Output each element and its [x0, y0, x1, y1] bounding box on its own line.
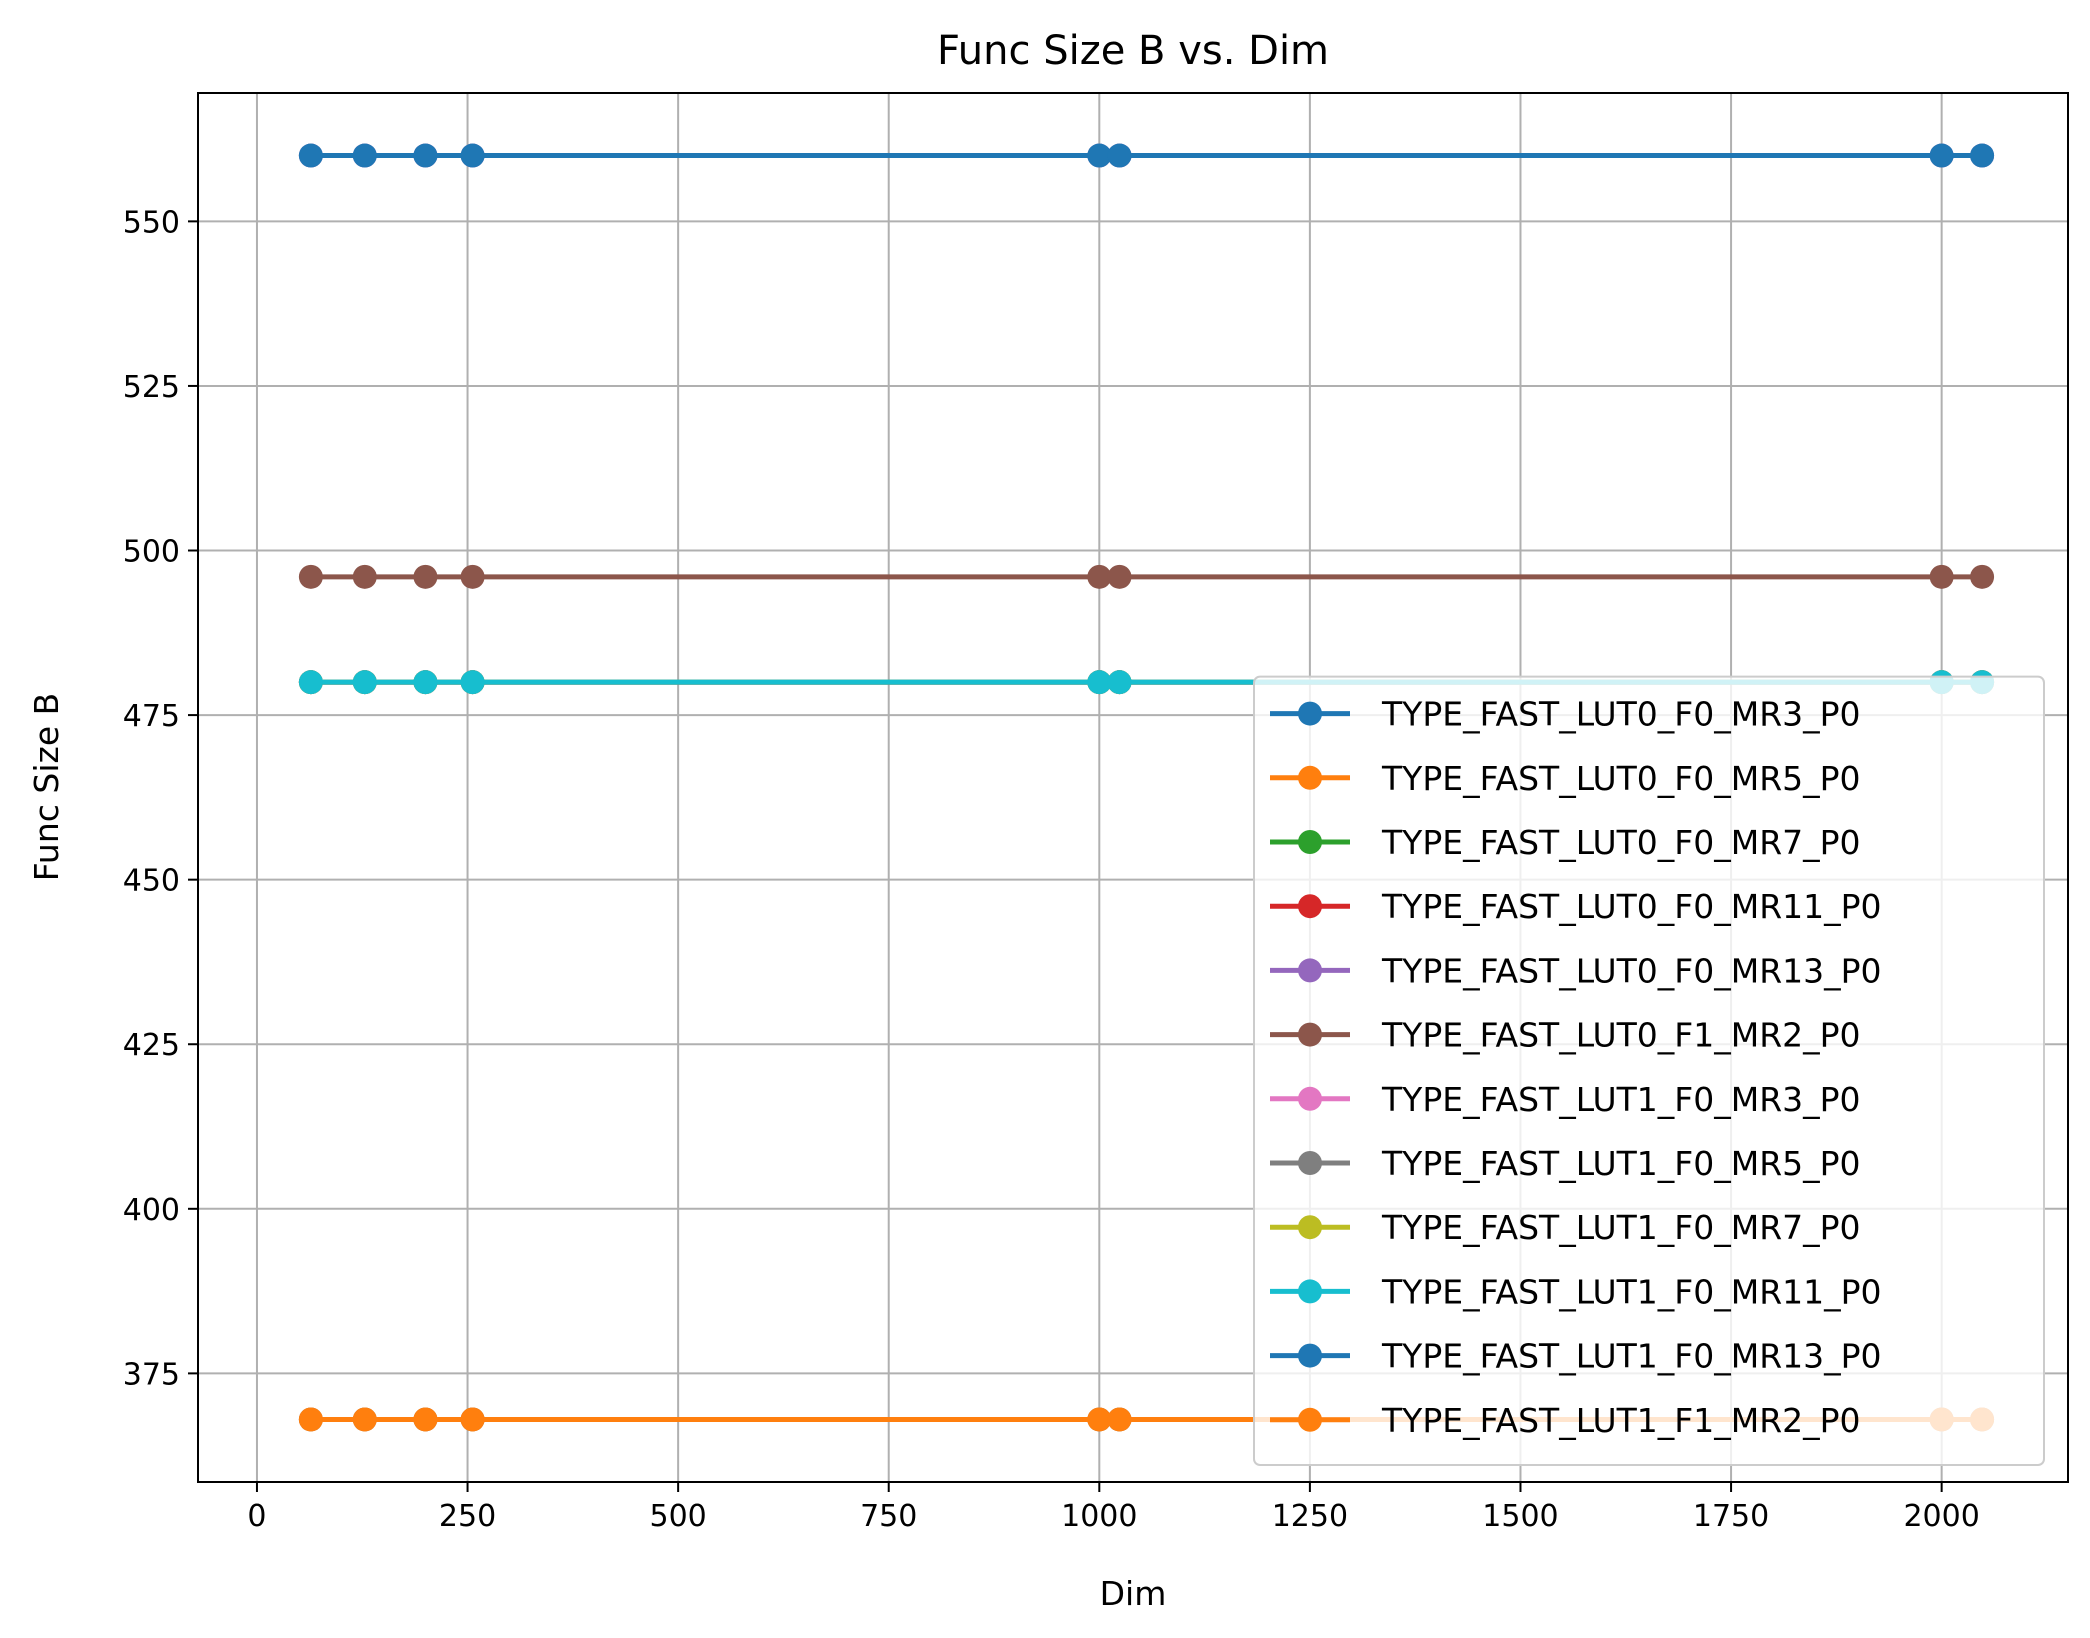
legend-item: TYPE_FAST_LUT1_F0_MR3_P0	[1270, 1080, 1861, 1119]
legend-marker	[1298, 830, 1322, 854]
legend-item: TYPE_FAST_LUT0_F0_MR13_P0	[1270, 951, 1882, 990]
x-tick-label: 1000	[1061, 1499, 1137, 1534]
legend-marker	[1298, 1407, 1322, 1432]
y-tick-label: 475	[123, 699, 180, 734]
data-point	[1970, 143, 1995, 168]
data-point	[460, 1407, 485, 1432]
data-point	[1087, 143, 1112, 168]
legend-marker	[1298, 894, 1322, 919]
legend-label: TYPE_FAST_LUT0_F1_MR2_P0	[1381, 1016, 1861, 1055]
legend-marker	[1298, 1279, 1322, 1304]
data-point	[352, 564, 377, 589]
legend-box	[1253, 675, 2045, 1466]
data-point	[1929, 143, 1954, 168]
data-point	[1929, 564, 1954, 589]
data-point	[298, 564, 323, 589]
legend-label: TYPE_FAST_LUT1_F0_MR5_P0	[1381, 1144, 1861, 1183]
y-axis-title: Func Size B	[27, 693, 66, 882]
data-point	[1107, 564, 1132, 589]
x-tick-label: 1500	[1482, 1499, 1558, 1534]
data-point	[352, 670, 377, 695]
data-point	[352, 1407, 377, 1432]
legend-label: TYPE_FAST_LUT1_F0_MR13_P0	[1381, 1337, 1882, 1376]
legend-label: TYPE_FAST_LUT1_F1_MR2_P0	[1381, 1401, 1861, 1440]
y-tick-label: 400	[123, 1193, 180, 1228]
plot-frame	[197, 92, 2069, 1483]
x-tick-label: 750	[860, 1499, 917, 1534]
legend-item: TYPE_FAST_LUT0_F0_MR7_P0	[1270, 823, 1861, 862]
legend-item: TYPE_FAST_LUT1_F0_MR13_P0	[1270, 1337, 1882, 1376]
legend-item: TYPE_FAST_LUT0_F0_MR3_P0	[1270, 695, 1861, 734]
legend-label: TYPE_FAST_LUT0_F0_MR5_P0	[1381, 759, 1861, 798]
data-point	[460, 143, 485, 168]
x-tick-label: 1250	[1272, 1499, 1348, 1534]
legend-label: TYPE_FAST_LUT0_F0_MR11_P0	[1381, 887, 1882, 926]
data-point	[352, 143, 377, 168]
data-point	[413, 564, 438, 589]
data-point	[298, 1407, 323, 1432]
y-tick-label: 375	[123, 1357, 180, 1392]
series-TYPE_FAST_LUT0_F1_MR2_P0	[298, 564, 1995, 589]
legend-item: TYPE_FAST_LUT1_F0_MR11_P0	[1270, 1272, 1882, 1311]
legend-item: TYPE_FAST_LUT0_F0_MR11_P0	[1270, 887, 1882, 926]
legend-label: TYPE_FAST_LUT1_F0_MR11_P0	[1381, 1272, 1882, 1311]
axis-ticks: 0 250 500 750 1000 1250 1500 1750 2000 375 400 425 4…	[123, 205, 1980, 1534]
data-point	[460, 564, 485, 589]
y-tick-label: 525	[123, 370, 180, 405]
y-tick-label: 500	[123, 535, 180, 570]
data-point	[413, 143, 438, 168]
legend-label: TYPE_FAST_LUT0_F0_MR3_P0	[1381, 695, 1861, 734]
x-axis-title: Dim	[1100, 1574, 1167, 1613]
data-point	[460, 670, 485, 695]
legend-label: TYPE_FAST_LUT0_F0_MR13_P0	[1381, 951, 1882, 990]
legend-label: TYPE_FAST_LUT1_F0_MR7_P0	[1381, 1208, 1861, 1247]
legend-marker	[1298, 1086, 1322, 1111]
legend-marker	[1298, 1022, 1322, 1047]
legend-item: TYPE_FAST_LUT1_F1_MR2_P0	[1270, 1401, 1861, 1440]
chart-title: Func Size B vs. Dim	[937, 28, 1329, 74]
data-point	[413, 670, 438, 695]
x-tick-label: 500	[650, 1499, 707, 1534]
legend-marker	[1298, 1215, 1322, 1240]
legend-marker	[1298, 701, 1322, 726]
legend-marker	[1298, 958, 1322, 983]
x-tick-label: 2000	[1903, 1499, 1979, 1534]
y-tick-label: 550	[123, 205, 180, 240]
data-point	[298, 143, 323, 168]
y-tick-label: 450	[123, 864, 180, 899]
data-point	[1087, 1407, 1112, 1432]
legend-item: TYPE_FAST_LUT0_F1_MR2_P0	[1270, 1016, 1861, 1055]
legend-item: TYPE_FAST_LUT0_F0_MR5_P0	[1270, 759, 1861, 798]
data-point	[1087, 564, 1112, 589]
x-tick-label: 250	[439, 1499, 496, 1534]
legend-marker	[1298, 1151, 1322, 1175]
data-point	[1107, 1407, 1132, 1432]
data-point	[413, 1407, 438, 1432]
data-point	[1107, 143, 1132, 168]
data-point	[1087, 670, 1112, 695]
data-point	[298, 670, 323, 695]
legend: TYPE_FAST_LUT0_F0_MR3_P0 TYPE_FAST_LUT0_F…	[1253, 675, 2045, 1466]
legend-item: TYPE_FAST_LUT1_F0_MR7_P0	[1270, 1208, 1861, 1247]
legend-marker	[1298, 1343, 1322, 1368]
series-TYPE_FAST_LUT1_F0_MR13_P0	[298, 143, 1995, 168]
legend-label: TYPE_FAST_LUT0_F0_MR7_P0	[1381, 823, 1861, 862]
x-tick-label: 0	[247, 1499, 266, 1534]
data-point	[1107, 670, 1132, 695]
legend-item: TYPE_FAST_LUT1_F0_MR5_P0	[1270, 1144, 1861, 1183]
x-tick-label: 1750	[1693, 1499, 1769, 1534]
data-point	[1970, 564, 1995, 589]
legend-label: TYPE_FAST_LUT1_F0_MR3_P0	[1381, 1080, 1861, 1119]
legend-marker	[1298, 765, 1322, 790]
y-tick-label: 425	[123, 1028, 180, 1063]
